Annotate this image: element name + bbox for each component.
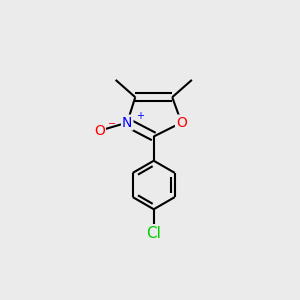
Text: N: N (122, 116, 132, 130)
Text: O: O (176, 116, 187, 130)
Text: O: O (94, 124, 105, 138)
Text: +: + (136, 111, 144, 121)
Text: Cl: Cl (146, 226, 161, 241)
Text: −: − (108, 119, 116, 129)
